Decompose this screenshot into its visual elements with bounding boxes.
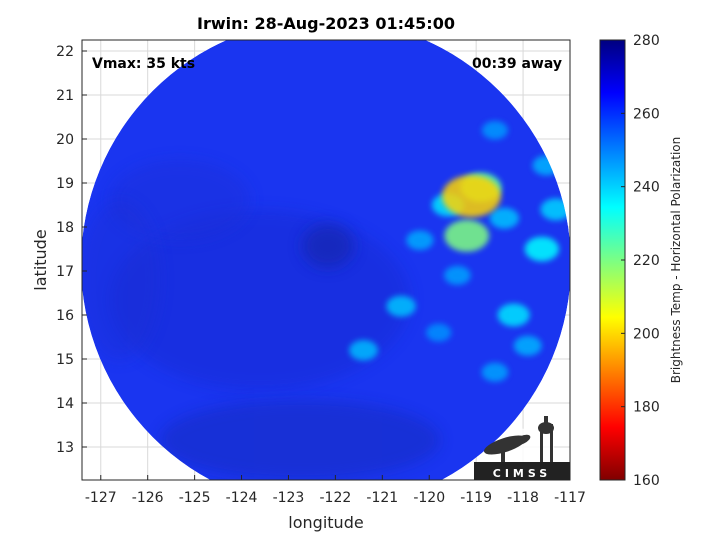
colorbar-tick-label: 220 [633,253,660,269]
time-away-annotation: 00:39 away [472,56,562,72]
brightness-temp-swath [82,40,570,480]
storm-center [302,224,354,268]
convective-cell [349,339,378,361]
colorbar-tick-label: 280 [633,33,660,49]
cimss-logo: CIMSS [474,416,570,480]
x-tick-label: -120 [413,490,445,506]
vmax-annotation: Vmax: 35 kts [92,56,195,72]
convective-cell [497,303,530,327]
axes-frame [81,39,571,481]
colorbar-tick-label: 260 [633,106,660,122]
convective-cell [406,230,434,250]
y-axis-label: latitude [31,229,50,290]
colorbar [599,39,626,481]
x-tick-label: -124 [226,490,258,506]
convective-cell [444,219,490,252]
y-axis-ticks: 13 14 15 16 17 18 19 20 21 22 [56,44,87,456]
colorbar-ticks: 160 180 200 220 240 260 280 [621,33,660,489]
convective-cell [386,295,416,317]
x-axis-ticks: -127 -126 -125 -124 -123 -122 -121 -120 -119 -118… [85,475,586,506]
y-tick-label: 14 [56,396,74,412]
logo-text: CIMSS [493,467,551,480]
convective-cell [426,323,452,342]
x-tick-label: -126 [132,490,164,506]
convective-cell [444,265,471,285]
convective-cell [481,362,509,382]
colorbar-tick-label: 200 [633,326,660,342]
x-tick-label: -118 [507,490,539,506]
y-tick-label: 21 [56,88,74,104]
x-tick-label: -117 [554,490,586,506]
x-tick-label: -127 [85,490,117,506]
x-tick-label: -125 [179,490,211,506]
convective-features [349,120,570,382]
x-tick-label: -119 [460,490,492,506]
x-tick-label: -123 [273,490,305,506]
x-axis-label: longitude [288,513,363,532]
y-tick-label: 13 [56,440,74,456]
convective-cell [481,120,508,140]
y-tick-label: 15 [56,352,74,368]
y-tick-label: 20 [56,132,74,148]
convective-cell [489,207,520,229]
y-tick-label: 18 [56,220,74,236]
convective-cell [513,335,542,356]
x-tick-label: -122 [319,490,351,506]
y-tick-label: 19 [56,176,74,192]
convective-cell [442,175,501,218]
colorbar-tick-label: 240 [633,180,660,196]
colorbar-label: Brightness Temp - Horizontal Polarizatio… [669,137,683,384]
colorbar-tick-label: 160 [633,473,660,489]
chart-title: Irwin: 28-Aug-2023 01:45:00 [197,14,455,33]
x-tick-label: -121 [366,490,398,506]
y-tick-label: 16 [56,308,74,324]
convective-cell [524,236,559,262]
y-tick-label: 22 [56,44,74,60]
y-tick-label: 17 [56,264,74,280]
colorbar-tick-label: 180 [633,400,660,416]
